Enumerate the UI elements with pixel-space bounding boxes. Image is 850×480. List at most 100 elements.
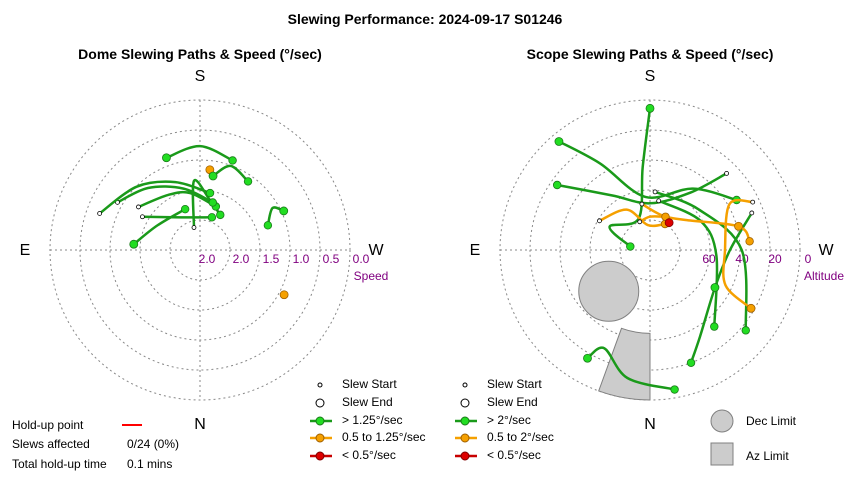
legend-end-marker bbox=[460, 398, 470, 408]
dome-slew-end-marker bbox=[208, 198, 217, 207]
dome-slew-start-marker bbox=[191, 225, 197, 230]
dome-compass-n: N bbox=[194, 416, 206, 433]
legend-fast-marker bbox=[460, 416, 470, 426]
scope-slew-end-marker bbox=[746, 303, 756, 313]
scope-slew-end-marker bbox=[626, 242, 635, 251]
az-limit-label: Az Limit bbox=[746, 449, 789, 463]
scope-slew-end-marker bbox=[554, 137, 564, 146]
scope-slew-end-marker bbox=[710, 322, 719, 331]
scope-slew-path bbox=[557, 140, 738, 202]
scope-paths bbox=[552, 103, 756, 394]
scope-slew-path bbox=[657, 199, 719, 328]
az-limit-region bbox=[598, 327, 651, 401]
holdup-time-value: 0.1 mins bbox=[127, 457, 172, 471]
scope-slew-start-marker bbox=[656, 198, 662, 204]
dome-slew-end-marker bbox=[207, 213, 217, 222]
dome-tick-label: 0.5 bbox=[323, 252, 340, 266]
scope-slew-end-marker bbox=[664, 218, 674, 228]
dome-slew-end-marker bbox=[129, 239, 139, 249]
dome-slew-start-marker bbox=[136, 204, 141, 210]
dome-slew-path bbox=[98, 180, 212, 215]
dome-paths bbox=[97, 144, 289, 300]
dome-compass-e: E bbox=[20, 242, 31, 259]
legend-label: Slew Start bbox=[342, 377, 397, 391]
scope-radial-axis-label: Altitude bbox=[804, 269, 844, 283]
scope-slew-path bbox=[555, 172, 728, 205]
dome-slew-path bbox=[137, 190, 218, 209]
scope-slew-end-marker bbox=[686, 358, 696, 367]
dome-slew-end-marker bbox=[243, 177, 253, 186]
dome-slew-path bbox=[116, 185, 214, 204]
legend-slow-marker bbox=[315, 451, 325, 461]
legend-slow-marker bbox=[460, 451, 470, 461]
dome-legend: Slew Start Slew End > 1.25°/sec 0.5 to 1… bbox=[310, 377, 426, 462]
scope-slew-end-marker bbox=[583, 353, 592, 363]
legend-label: > 1.25°/sec bbox=[342, 413, 403, 427]
legend-medium-marker bbox=[460, 433, 470, 443]
scope-slew-path bbox=[598, 208, 667, 228]
dome-tick-label: 0.0 bbox=[353, 252, 370, 266]
scope-slew-path bbox=[689, 211, 754, 365]
holdup-point-label: Hold-up point bbox=[12, 418, 84, 432]
figure-title: Slewing Performance: 2024-09-17 S01246 bbox=[288, 11, 563, 27]
legend-end-marker bbox=[315, 398, 325, 408]
limits-legend: Dec Limit Az Limit bbox=[710, 409, 797, 466]
scope-compass-w: W bbox=[818, 242, 834, 259]
legend-label: < 0.5°/sec bbox=[487, 448, 541, 462]
legend-medium-marker bbox=[315, 433, 325, 443]
dome-panel: Dome Slewing Paths & Speed (°/sec) S N E… bbox=[20, 46, 389, 433]
scope-slew-path bbox=[586, 346, 676, 391]
holdup-info: Hold-up point Slews affected 0/24 (0%) T… bbox=[12, 418, 179, 471]
scope-slew-start-marker bbox=[724, 170, 730, 176]
dome-slew-start-marker bbox=[140, 214, 145, 220]
scope-slew-start-marker bbox=[597, 218, 602, 224]
dome-slew-end-marker bbox=[228, 156, 237, 165]
scope-slew-end-marker bbox=[645, 103, 655, 113]
dome-slew-end-marker bbox=[263, 221, 273, 230]
scope-compass-e: E bbox=[470, 242, 481, 259]
scope-slew-end-marker bbox=[745, 237, 754, 246]
scope-slew-end-marker bbox=[734, 221, 743, 231]
scope-panel: Scope Slewing Paths & Speed (°/sec) S N … bbox=[470, 46, 845, 433]
scope-slew-start-marker bbox=[750, 199, 756, 205]
dome-slew-path bbox=[141, 215, 214, 219]
az-limit-icon bbox=[710, 442, 734, 466]
scope-tick-label: 0 bbox=[805, 252, 812, 266]
legend-label: 0.5 to 1.25°/sec bbox=[342, 430, 426, 444]
legend-label: > 2°/sec bbox=[487, 413, 531, 427]
legend-label: Slew Start bbox=[487, 377, 542, 391]
scope-limits bbox=[578, 260, 651, 401]
scope-slew-start-marker bbox=[652, 189, 658, 195]
slews-affected-label: Slews affected bbox=[12, 437, 90, 451]
scope-slew-end-marker bbox=[741, 326, 750, 335]
holdup-time-label: Total hold-up time bbox=[12, 457, 107, 471]
dome-tick-label: 1.0 bbox=[293, 252, 310, 266]
dome-tick-label: 1.5 bbox=[263, 252, 280, 266]
dec-limit-region bbox=[578, 260, 640, 322]
legend-label: < 0.5°/sec bbox=[342, 448, 396, 462]
dome-slew-end-marker bbox=[162, 153, 171, 163]
dome-tick-label: 2.0 bbox=[233, 252, 250, 266]
scope-slew-start-marker bbox=[639, 201, 645, 207]
dec-limit-label: Dec Limit bbox=[746, 414, 797, 428]
legend-label: 0.5 to 2°/sec bbox=[487, 430, 554, 444]
scope-compass-s: S bbox=[645, 68, 656, 85]
dome-slew-end-marker bbox=[208, 171, 218, 181]
legend-start-marker bbox=[462, 382, 468, 388]
scope-slew-path bbox=[653, 190, 748, 332]
scope-legend: Slew Start Slew End > 2°/sec 0.5 to 2°/s… bbox=[455, 377, 554, 462]
scope-tick-label: 20 bbox=[768, 252, 782, 266]
dome-slew-end-marker bbox=[279, 206, 289, 216]
slews-affected-value: 0/24 (0%) bbox=[127, 437, 179, 451]
scope-slew-end-marker bbox=[710, 283, 720, 292]
scope-slew-end-marker bbox=[552, 180, 562, 190]
dome-title: Dome Slewing Paths & Speed (°/sec) bbox=[78, 46, 322, 62]
scope-slew-start-marker bbox=[637, 219, 643, 225]
dome-compass-s: S bbox=[195, 68, 206, 85]
dome-slew-path bbox=[132, 207, 187, 246]
scope-slew-path bbox=[640, 202, 751, 243]
scope-tick-label: 60 bbox=[702, 252, 716, 266]
dome-radial-axis-label: Speed bbox=[354, 269, 389, 283]
legend-start-marker bbox=[317, 382, 323, 388]
